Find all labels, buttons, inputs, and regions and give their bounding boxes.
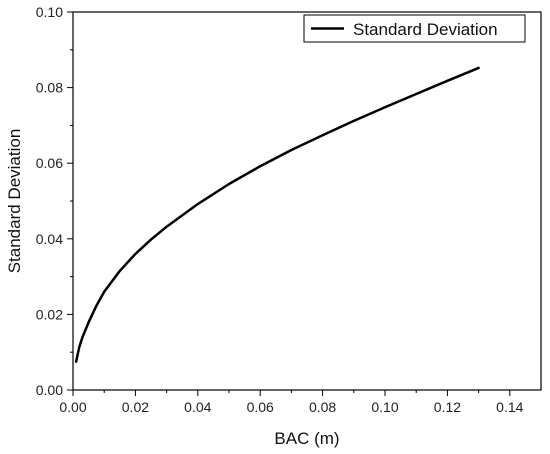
x-tick-label: 0.06 bbox=[247, 399, 274, 415]
legend: Standard Deviation bbox=[303, 14, 526, 43]
series-layer bbox=[74, 66, 480, 363]
y-tick-label: 0.06 bbox=[36, 155, 63, 171]
y-axis-tick-labels: 0.00 0.02 0.04 0.06 0.08 0.10 bbox=[36, 4, 63, 398]
x-tick-label: 0.00 bbox=[59, 399, 86, 415]
legend-label: Standard Deviation bbox=[353, 20, 498, 39]
y-tick-label: 0.10 bbox=[36, 4, 63, 20]
plot-frame bbox=[72, 11, 542, 391]
x-tick-label: 0.10 bbox=[371, 399, 398, 415]
x-tick-label: 0.14 bbox=[496, 399, 523, 415]
x-axis-title: BAC (m) bbox=[274, 429, 339, 448]
x-tick-label: 0.04 bbox=[184, 399, 211, 415]
x-axis-tick-labels: 0.00 0.02 0.04 0.06 0.08 0.10 0.12 0.14 bbox=[59, 399, 523, 415]
x-axis-ticks bbox=[72, 390, 511, 396]
series-line-0 bbox=[74, 66, 480, 363]
y-tick-label: 0.02 bbox=[36, 306, 63, 322]
y-tick-label: 0.00 bbox=[36, 382, 63, 398]
x-tick-label: 0.12 bbox=[434, 399, 461, 415]
y-axis-title: Standard Deviation bbox=[5, 129, 24, 274]
y-tick-label: 0.04 bbox=[36, 231, 63, 247]
x-tick-label: 0.02 bbox=[122, 399, 149, 415]
y-axis-ticks bbox=[67, 11, 73, 391]
y-tick-label: 0.08 bbox=[36, 80, 63, 96]
x-tick-label: 0.08 bbox=[309, 399, 336, 415]
